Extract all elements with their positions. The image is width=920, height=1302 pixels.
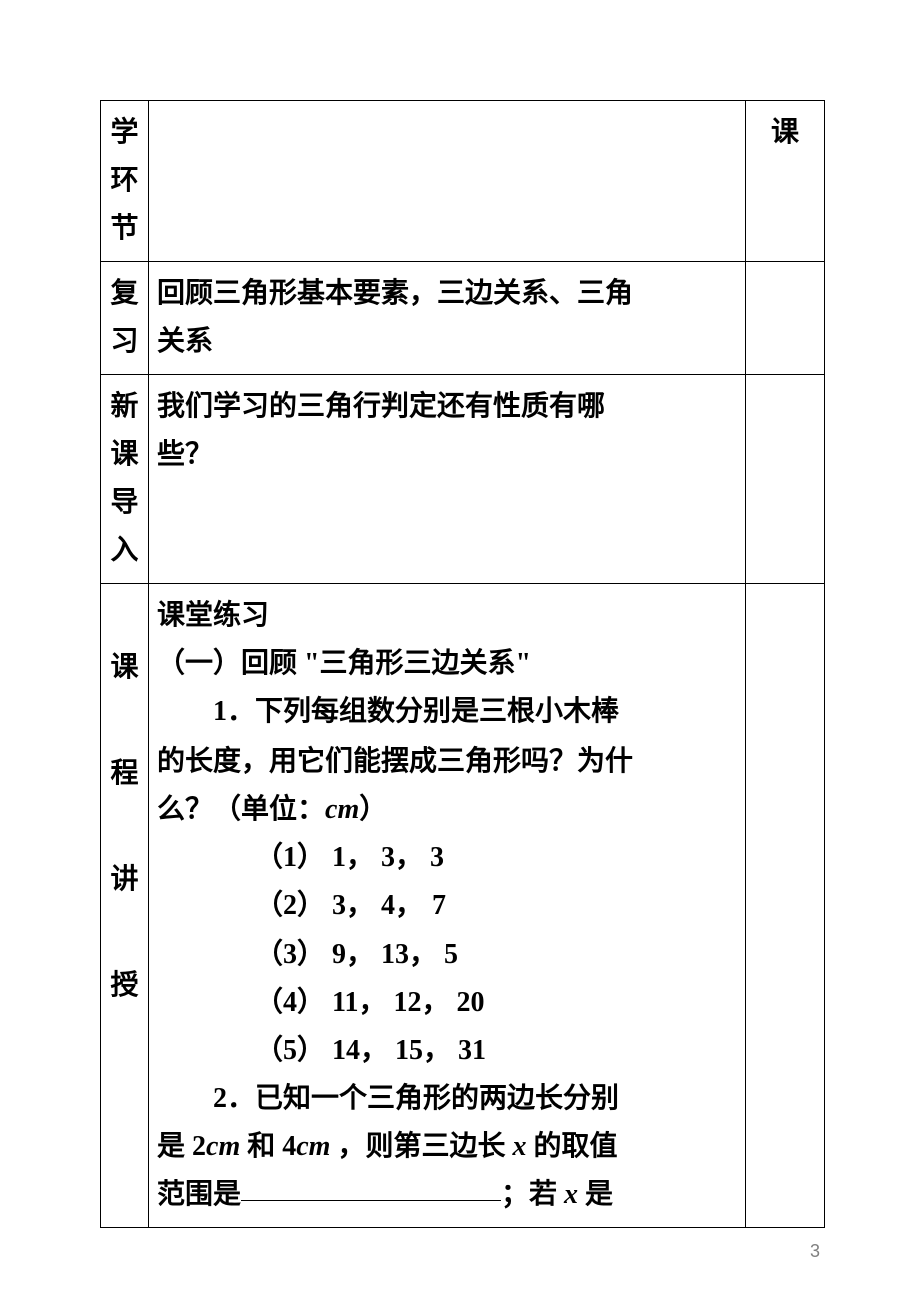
col-section-label-1: 学 环 节: [101, 101, 149, 261]
page-number: 3: [810, 1241, 820, 1262]
col-section-label-3: 新 课 导 入: [101, 375, 149, 583]
fill-blank: [241, 1200, 501, 1201]
q1-intro-1: 1．下列每组数分别是三根小木棒: [157, 688, 737, 738]
q2-line-1: 2．已知一个三角形的两边长分别: [157, 1075, 737, 1123]
subsection-title: （一）回顾 "三角形三边关系": [157, 640, 737, 688]
content-3: 我们学习的三角行判定还有性质有哪 些？: [157, 383, 737, 479]
content-2: 回顾三角形基本要素，三边关系、三角 关系: [157, 270, 737, 366]
q1-item-3: （3） 9， 13， 5: [157, 931, 737, 979]
q1-item-4: （4） 11， 12， 20: [157, 979, 737, 1027]
section-label-2: 复 习: [110, 270, 138, 366]
col-note-2: [746, 262, 824, 374]
q1-item-2: （2） 3， 4， 7: [157, 882, 737, 932]
section-label-1: 学 环 节: [110, 109, 138, 253]
table-row-header: 学 环 节 课: [101, 101, 824, 262]
exercise-title: 课堂练习: [157, 592, 737, 640]
section-label-3: 新 课 导 入: [110, 383, 138, 575]
section-label-4: 课 程 讲 授: [110, 644, 138, 1010]
col-section-label-4: 课 程 讲 授: [101, 584, 149, 1227]
col-note-1: 课: [746, 101, 824, 261]
col-content-4: 课堂练习 （一）回顾 "三角形三边关系" 1．下列每组数分别是三根小木棒 的长度…: [149, 584, 746, 1227]
q1-intro-2: 的长度，用它们能摆成三角形吗？为什: [157, 738, 737, 786]
table-row-lecture: 课 程 讲 授 课堂练习 （一）回顾 "三角形三边关系" 1．下列每组数分别是三…: [101, 584, 824, 1227]
q2-line-2: 是 2cm 和 4cm ，则第三边长 x 的取值: [157, 1123, 737, 1171]
table-row-intro: 新 课 导 入 我们学习的三角行判定还有性质有哪 些？: [101, 375, 824, 584]
q1-intro-3: 么？（单位：cm）: [157, 786, 737, 834]
lesson-table: 学 环 节 课 复 习 回顾三角形基本要素，三边关系、三角 关系: [100, 100, 825, 1228]
col-note-4: [746, 584, 824, 1227]
col-note-3: [746, 375, 824, 583]
content-4: 课堂练习 （一）回顾 "三角形三边关系" 1．下列每组数分别是三根小木棒 的长度…: [157, 592, 737, 1219]
q2-line-3: 范围是；若 x 是: [157, 1171, 737, 1219]
col-content-1: [149, 101, 746, 261]
table-row-review: 复 习 回顾三角形基本要素，三边关系、三角 关系: [101, 262, 824, 375]
col-content-2: 回顾三角形基本要素，三边关系、三角 关系: [149, 262, 746, 374]
note-label-1: 课: [771, 109, 799, 157]
q1-item-5: （5） 14， 15， 31: [157, 1027, 737, 1075]
q1-item-1: （1） 1， 3， 3: [157, 834, 737, 882]
col-content-3: 我们学习的三角行判定还有性质有哪 些？: [149, 375, 746, 583]
col-section-label-2: 复 习: [101, 262, 149, 374]
